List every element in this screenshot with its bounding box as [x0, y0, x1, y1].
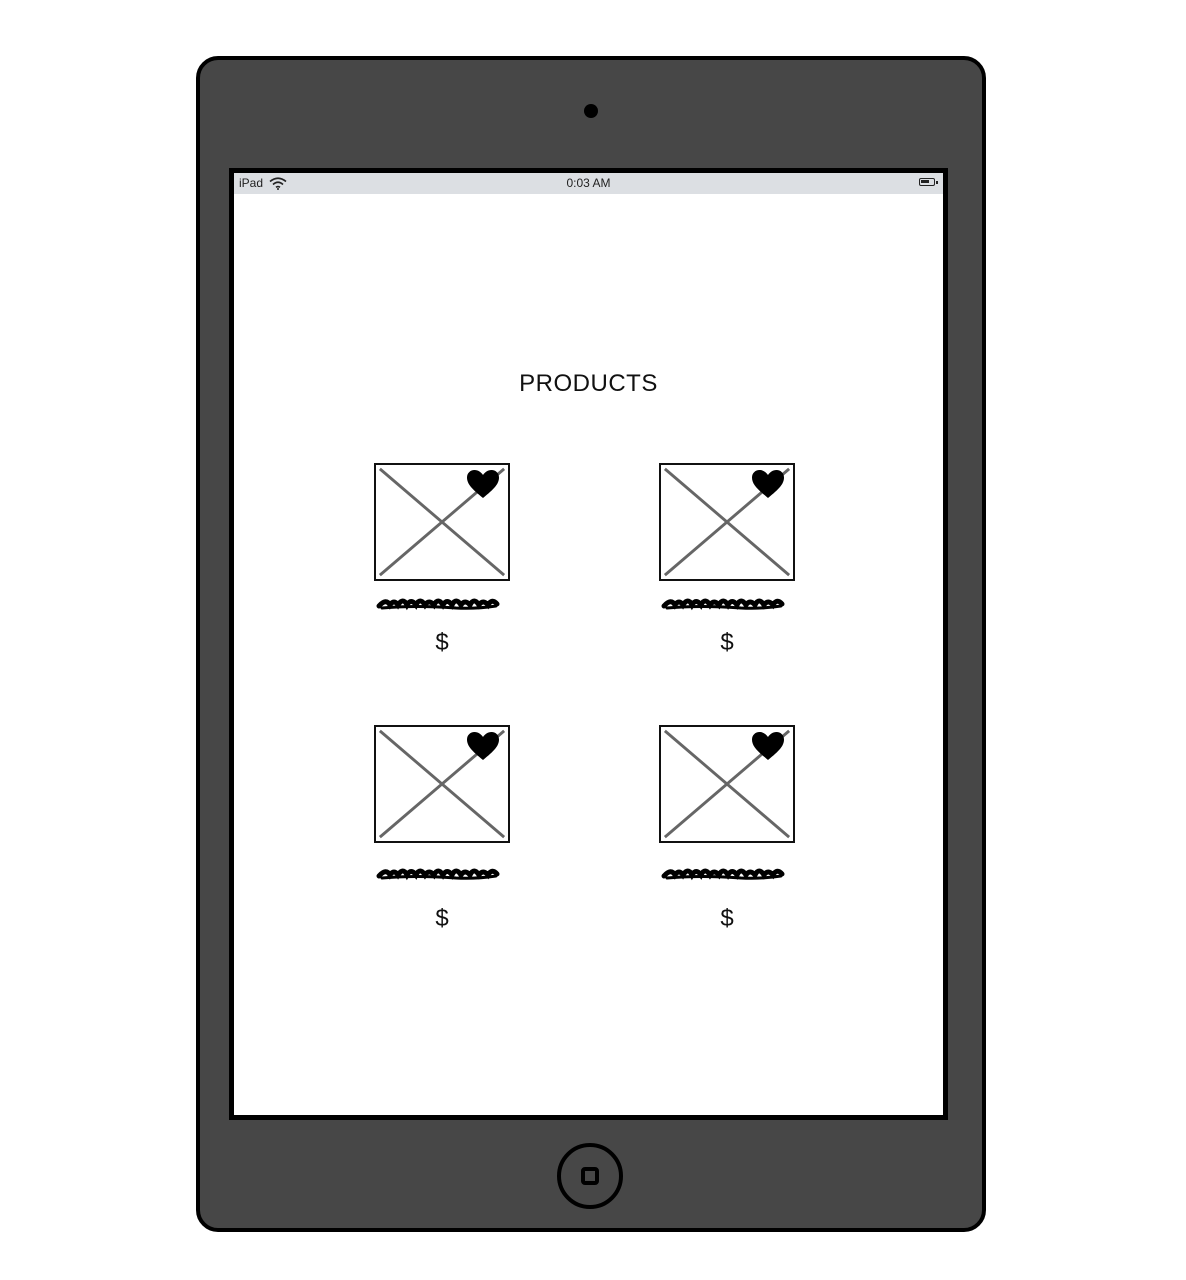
status-bar: iPad 0:03 AM [234, 173, 943, 194]
product-name-scribble [661, 598, 785, 611]
product-name-scribble [376, 598, 500, 611]
product-price: $ [720, 905, 734, 932]
wifi-icon [269, 176, 287, 190]
heart-icon[interactable] [751, 469, 785, 499]
product-price: $ [720, 629, 734, 656]
product-name-scribble [661, 868, 785, 881]
status-time: 0:03 AM [566, 176, 611, 190]
product-name-scribble [376, 868, 500, 881]
product-price: $ [435, 629, 449, 656]
heart-icon[interactable] [466, 731, 500, 761]
screen: iPad 0:03 AM PRODUCTS $ [229, 168, 948, 1120]
heart-icon[interactable] [751, 731, 785, 761]
device-label: iPad [239, 176, 264, 190]
product-image-placeholder [659, 725, 795, 843]
heart-icon[interactable] [466, 469, 500, 499]
camera-icon [584, 104, 598, 118]
page-title: PRODUCTS [519, 370, 658, 397]
home-icon [581, 1167, 599, 1185]
product-image-placeholder [374, 725, 510, 843]
product-image-placeholder [374, 463, 510, 581]
product-image-placeholder [659, 463, 795, 581]
battery-icon [919, 178, 938, 186]
product-price: $ [435, 905, 449, 932]
home-button[interactable] [557, 1143, 623, 1209]
